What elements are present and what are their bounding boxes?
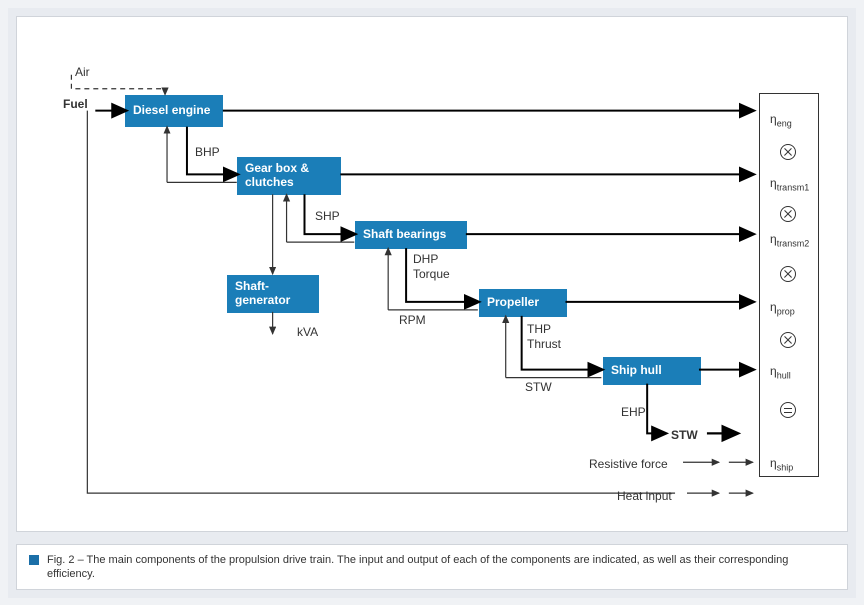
bhp-label: BHP <box>195 145 220 159</box>
heat-input-label: Heat input <box>617 489 672 503</box>
op-equals <box>780 402 796 418</box>
node-diesel-engine: Diesel engine <box>125 95 223 127</box>
rpm-label: RPM <box>399 313 426 327</box>
eff-hull: ηhull <box>770 364 791 380</box>
eff-prop: ηprop <box>770 300 795 316</box>
op-times-3 <box>780 266 796 282</box>
thrust-label: Thrust <box>527 337 561 351</box>
op-times-4 <box>780 332 796 348</box>
node-bearings: Shaft bearings <box>355 221 467 249</box>
ehp-label: EHP <box>621 405 646 419</box>
torque-label: Torque <box>413 267 450 281</box>
figure-caption: Fig. 2 – The main components of the prop… <box>16 544 848 590</box>
efficiency-column: ηeng ηtransm1 ηtransm2 ηprop ηhull ηship <box>759 93 819 477</box>
air-label: Air <box>75 65 90 79</box>
caption-text: Fig. 2 – The main components of the prop… <box>47 553 835 582</box>
op-times-1 <box>780 144 796 160</box>
eff-eng: ηeng <box>770 112 792 128</box>
node-shaft-generator: Shaft-generator <box>227 275 319 313</box>
figure-canvas: Air Fuel Diesel engine Gear box & clutch… <box>8 8 856 598</box>
eff-ship: ηship <box>770 456 793 472</box>
resistive-label: Resistive force <box>589 457 668 471</box>
node-gearbox: Gear box & clutches <box>237 157 341 195</box>
caption-bullet-icon <box>29 555 39 565</box>
eff-transm2: ηtransm2 <box>770 232 809 248</box>
eff-transm1: ηtransm1 <box>770 176 809 192</box>
shp-label: SHP <box>315 209 340 223</box>
node-propeller: Propeller <box>479 289 567 317</box>
diagram-area: Air Fuel Diesel engine Gear box & clutch… <box>16 16 848 532</box>
node-ship-hull: Ship hull <box>603 357 701 385</box>
stw2-label: STW <box>671 428 698 442</box>
fuel-label: Fuel <box>63 97 88 111</box>
thp-label: THP <box>527 322 551 336</box>
kva-label: kVA <box>297 325 318 339</box>
dhp-label: DHP <box>413 252 438 266</box>
stw1-label: STW <box>525 380 552 394</box>
op-times-2 <box>780 206 796 222</box>
